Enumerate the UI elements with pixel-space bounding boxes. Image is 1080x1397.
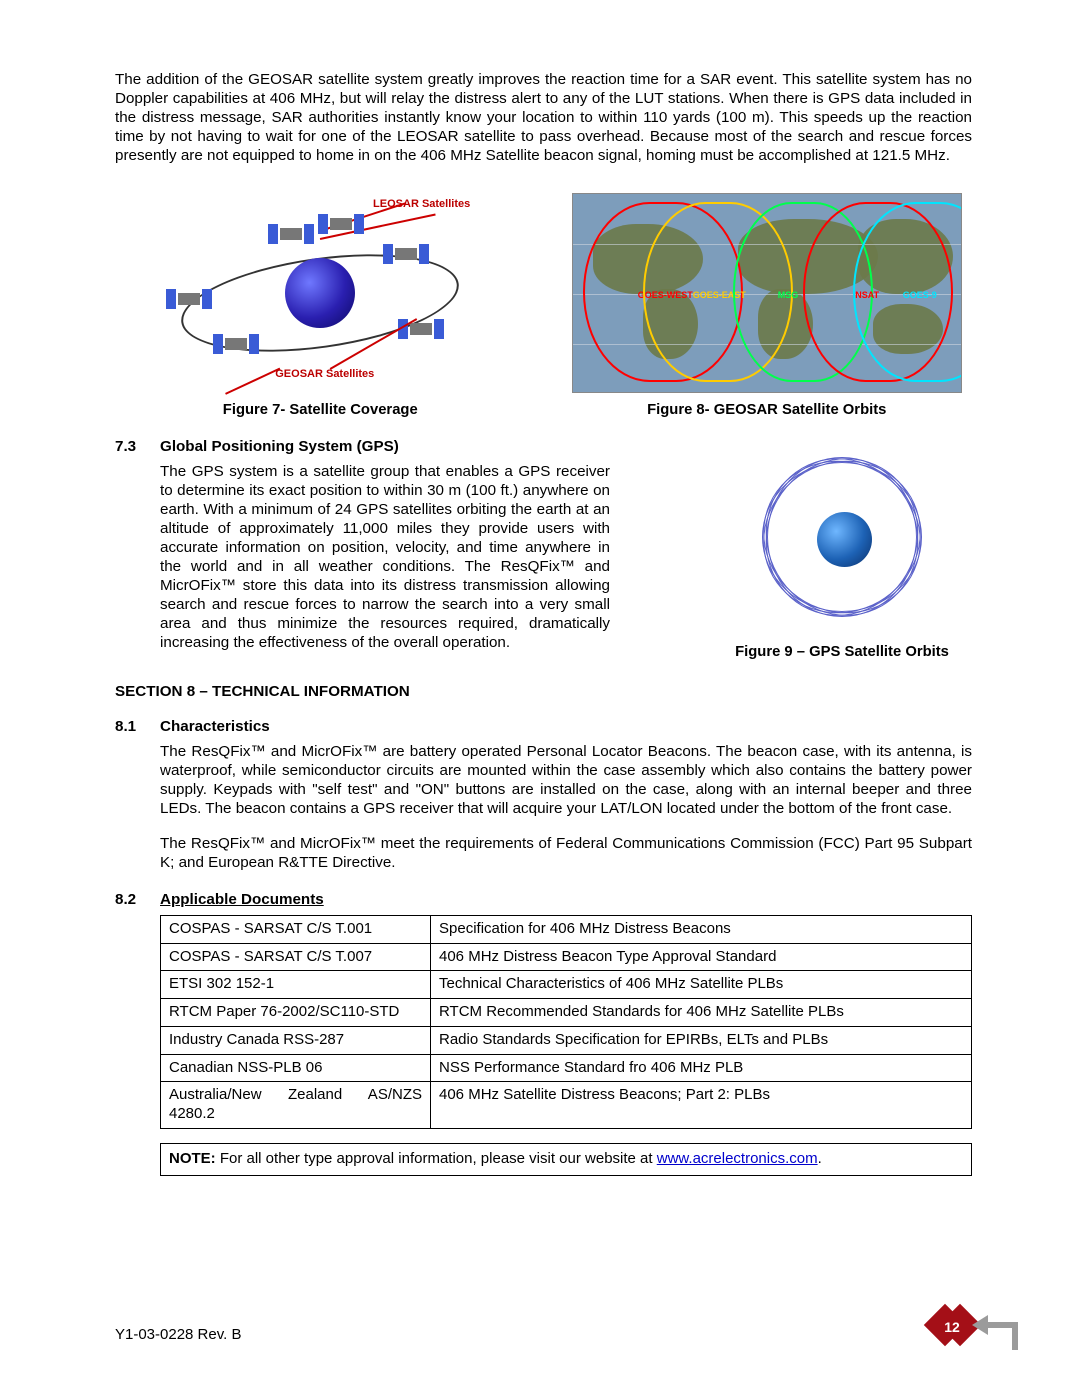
figure-row-1: LEOSAR Satellites GEOSAR Satellites Figu… [115, 193, 972, 419]
table-row: COSPAS - SARSAT C/S T.007406 MHz Distres… [161, 943, 972, 971]
note-link[interactable]: www.acrelectronics.com [657, 1150, 818, 1167]
page-arrow-icon [972, 1315, 1018, 1350]
table-row: ETSI 302 152-1Technical Characteristics … [161, 971, 972, 999]
section-8-1-number: 8.1 [115, 717, 160, 736]
table-cell: RTCM Paper 76-2002/SC110-STD [161, 999, 431, 1027]
section-7-3-number: 7.3 [115, 437, 160, 456]
table-row: Industry Canada RSS-287Radio Standards S… [161, 1026, 972, 1054]
section-7-3-body: The GPS system is a satellite group that… [160, 462, 610, 652]
table-cell: RTCM Recommended Standards for 406 MHz S… [431, 999, 972, 1027]
note-label: NOTE: [169, 1150, 216, 1167]
section-8-2-number: 8.2 [115, 890, 160, 909]
figure-7-label-top: LEOSAR Satellites [373, 198, 470, 212]
note-text: For all other type approval information,… [216, 1150, 657, 1167]
table-cell: COSPAS - SARSAT C/S T.007 [161, 943, 431, 971]
footer-doc-id: Y1-03-0228 Rev. B [115, 1326, 241, 1345]
note-box: NOTE: For all other type approval inform… [160, 1143, 972, 1176]
table-cell: ETSI 302 152-1 [161, 971, 431, 999]
page-number-text: 12 [944, 1319, 960, 1335]
table-cell: Industry Canada RSS-287 [161, 1026, 431, 1054]
figure-7-caption: Figure 7- Satellite Coverage [223, 401, 418, 419]
table-cell: 406 MHz Satellite Distress Beacons; Part… [431, 1082, 972, 1129]
page-number-badge: 12 [930, 1297, 1000, 1367]
figure-8-caption: Figure 8- GEOSAR Satellite Orbits [647, 401, 886, 419]
section-8-1-title: Characteristics [160, 717, 270, 736]
table-cell: COSPAS - SARSAT C/S T.001 [161, 915, 431, 943]
table-row: RTCM Paper 76-2002/SC110-STDRTCM Recomme… [161, 999, 972, 1027]
satellite-label: GOES-9 [903, 290, 937, 301]
section-8-1-p2: The ResQFix™ and MicrOFix™ meet the requ… [160, 834, 972, 872]
figure-8: GOES-WESTGOES-EASTMSGINSATGOES-9 Figure … [562, 193, 973, 419]
table-cell: NSS Performance Standard fro 406 MHz PLB [431, 1054, 972, 1082]
figure-9: Figure 9 – GPS Satellite Orbits [712, 437, 972, 661]
table-cell: Specification for 406 MHz Distress Beaco… [431, 915, 972, 943]
table-cell: Canadian NSS-PLB 06 [161, 1054, 431, 1082]
figure-9-graphic [737, 437, 947, 637]
applicable-documents-table: COSPAS - SARSAT C/S T.001Specification f… [160, 915, 972, 1129]
table-cell: Radio Standards Specification for EPIRBs… [431, 1026, 972, 1054]
table-row: Canadian NSS-PLB 06NSS Performance Stand… [161, 1054, 972, 1082]
section-8-1-p1: The ResQFix™ and MicrOFix™ are battery o… [160, 742, 972, 818]
figure-7: LEOSAR Satellites GEOSAR Satellites Figu… [115, 198, 526, 419]
section-7-3-block: 7.3 Global Positioning System (GPS) The … [115, 437, 972, 661]
table-row: Australia/New Zealand AS/NZS 4280.2406 M… [161, 1082, 972, 1129]
section-7-3-title: Global Positioning System (GPS) [160, 437, 399, 456]
satellite-label: MSG [778, 290, 799, 301]
section-8-2-title: Applicable Documents [160, 890, 324, 909]
table-cell: 406 MHz Distress Beacon Type Approval St… [431, 943, 972, 971]
figure-7-earth [285, 258, 355, 328]
note-tail: . [818, 1150, 822, 1167]
figure-9-caption: Figure 9 – GPS Satellite Orbits [712, 643, 972, 661]
figure-8-graphic: GOES-WESTGOES-EASTMSGINSATGOES-9 [572, 193, 962, 393]
figure-7-graphic: LEOSAR Satellites GEOSAR Satellites [170, 198, 470, 393]
table-cell: Technical Characteristics of 406 MHz Sat… [431, 971, 972, 999]
intro-paragraph: The addition of the GEOSAR satellite sys… [115, 70, 972, 165]
section-8-header: SECTION 8 – TECHNICAL INFORMATION [115, 682, 972, 701]
table-cell: Australia/New Zealand AS/NZS 4280.2 [161, 1082, 431, 1129]
figure-7-label-bottom: GEOSAR Satellites [275, 368, 374, 382]
table-row: COSPAS - SARSAT C/S T.001Specification f… [161, 915, 972, 943]
